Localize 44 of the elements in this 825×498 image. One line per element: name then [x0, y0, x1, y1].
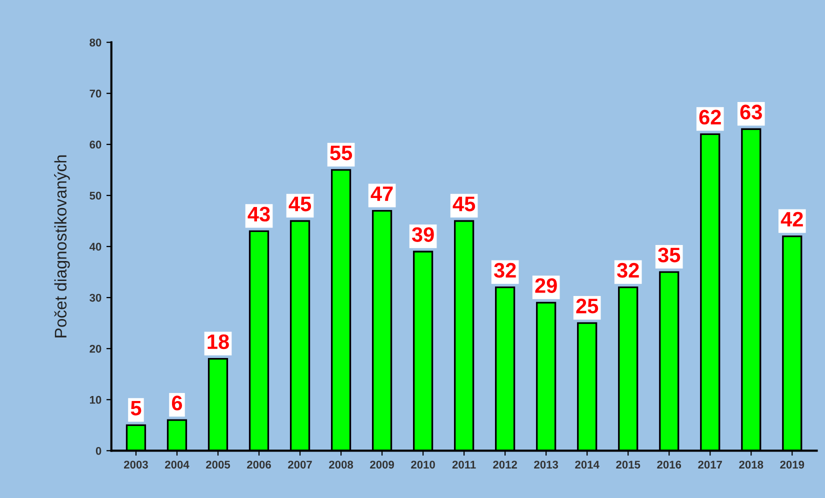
x-tick-label: 2012: [493, 460, 517, 469]
data-label: 32: [494, 262, 516, 278]
x-tick-label: 2013: [534, 460, 558, 469]
data-label: 6: [172, 396, 182, 410]
x-tick-label: 2014: [575, 460, 600, 469]
y-tick-label: 0: [96, 446, 102, 455]
y-tick-label: 70: [90, 90, 102, 98]
x-tick-label: 2019: [780, 460, 804, 469]
x-tick-label: 2010: [411, 460, 435, 469]
data-label: 18: [208, 334, 229, 350]
data-label: 5: [130, 400, 142, 416]
y-tick-label: 30: [90, 294, 102, 302]
x-tick-label: 2017: [698, 460, 722, 469]
y-tick-label: 60: [90, 140, 102, 149]
x-tick-label: 2004: [165, 460, 190, 469]
data-label: 63: [740, 104, 762, 120]
y-tick-label: 80: [90, 38, 102, 46]
data-label: 62: [699, 110, 721, 125]
data-label: 55: [330, 146, 352, 160]
x-tick-label: 2007: [288, 460, 312, 469]
x-tick-label: 2015: [616, 460, 640, 469]
data-label: 32: [616, 262, 639, 278]
x-tick-label: 2008: [329, 460, 354, 469]
data-label: 47: [370, 186, 393, 201]
data-label: 45: [452, 196, 476, 212]
x-tick-label: 2011: [452, 460, 476, 469]
data-label: 39: [412, 227, 434, 242]
x-tick-label: 2018: [739, 460, 764, 469]
y-tick-label: 50: [90, 192, 102, 200]
y-tick-label: 40: [89, 242, 102, 251]
data-label: 25: [576, 298, 598, 314]
x-tick-label: 2005: [206, 460, 230, 469]
y-tick-label: 10: [90, 396, 102, 404]
y-axis-title: Počet diagnostikovaných: [54, 155, 70, 338]
x-tick-label: 2003: [124, 460, 148, 469]
x-tick-label: 2016: [657, 460, 682, 469]
data-label: 29: [535, 278, 557, 293]
y-tick-label: 20: [90, 344, 102, 353]
data-label: 43: [248, 206, 270, 222]
data-label: 42: [780, 212, 803, 226]
x-tick-label: 2009: [370, 460, 394, 469]
data-label: 45: [288, 196, 312, 212]
data-label: 35: [658, 248, 680, 262]
x-tick-label: 2006: [247, 460, 271, 469]
